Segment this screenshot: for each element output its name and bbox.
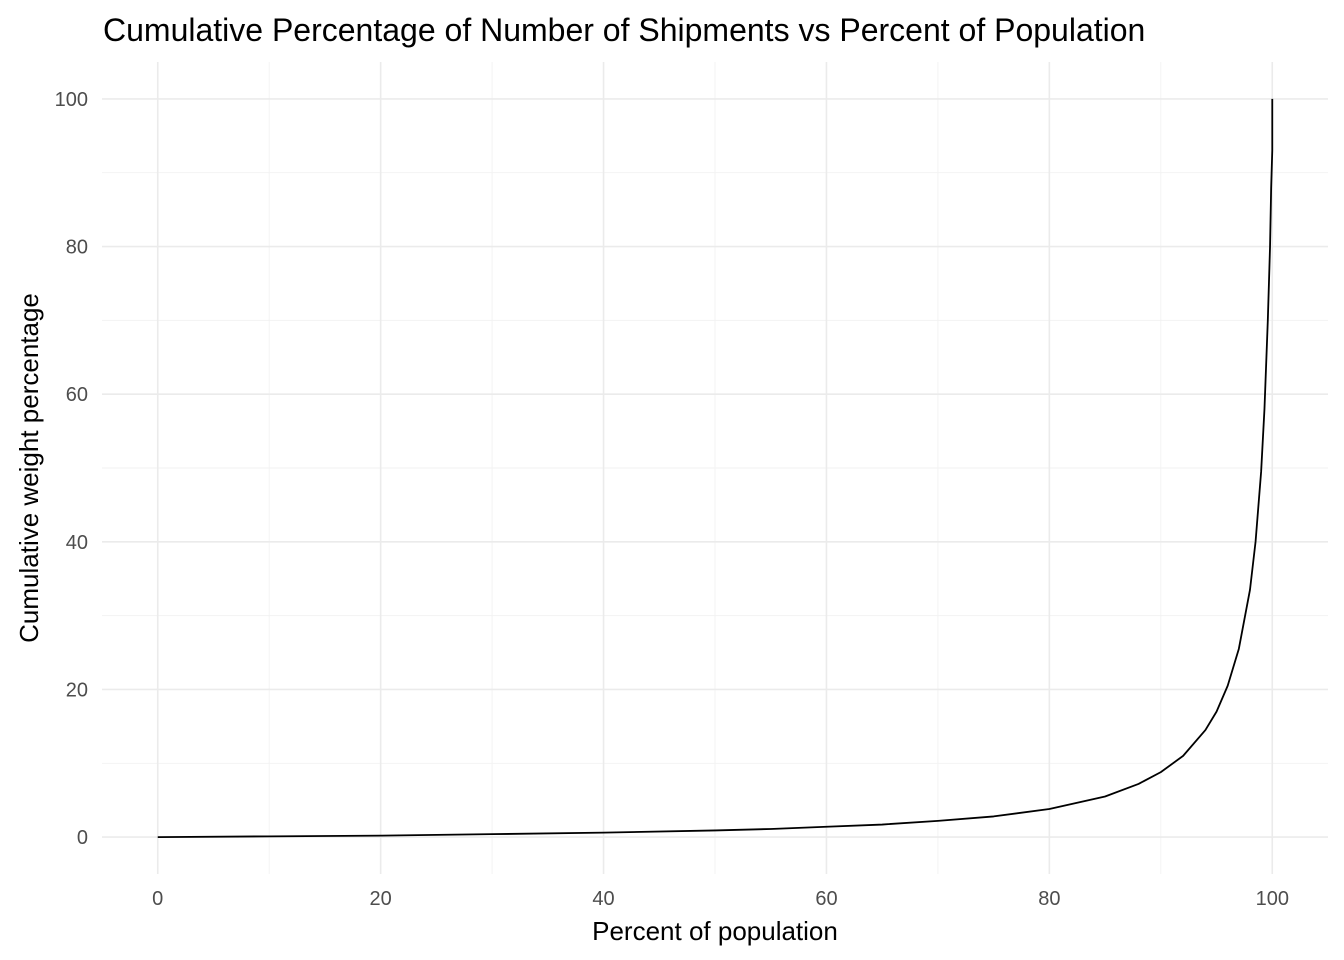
y-tick-label: 0 (77, 827, 88, 849)
y-tick-label: 80 (66, 237, 88, 259)
x-axis-title: Percent of population (592, 916, 838, 946)
series-line (157, 98, 1274, 838)
y-tick-label: 60 (66, 384, 88, 406)
x-tick-label: 0 (152, 888, 163, 910)
x-tick-label: 40 (592, 888, 614, 910)
y-axis-tick-labels: 0 20 40 60 80 100 (55, 89, 88, 849)
x-tick-label: 20 (370, 888, 392, 910)
x-axis-tick-labels: 0 20 40 60 80 100 (152, 888, 1289, 910)
chart-title: Cumulative Percentage of Number of Shipm… (103, 12, 1145, 48)
y-axis-title: Cumulative weight percentage (14, 293, 44, 643)
major-gridlines (102, 62, 1328, 874)
series-layer (157, 98, 1274, 838)
minor-gridlines (102, 62, 1328, 874)
x-tick-label: 80 (1038, 888, 1060, 910)
x-tick-label: 60 (815, 888, 837, 910)
x-tick-label: 100 (1256, 888, 1289, 910)
y-tick-label: 40 (66, 532, 88, 554)
y-tick-label: 20 (66, 679, 88, 701)
y-tick-label: 100 (55, 89, 88, 111)
